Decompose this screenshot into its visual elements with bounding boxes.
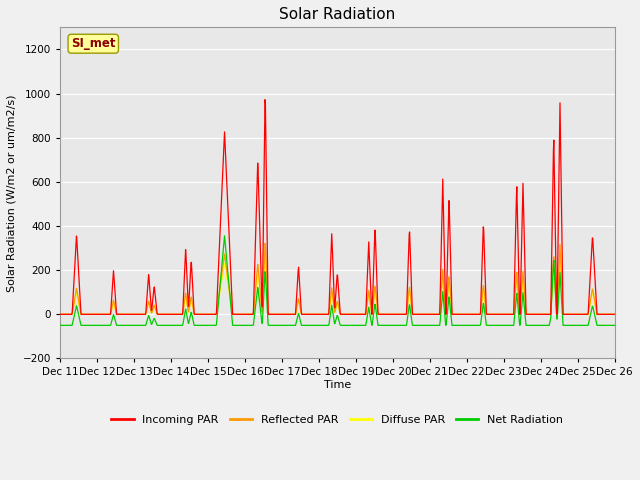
Net Radiation bbox=[56, 323, 64, 328]
Diffuse PAR bbox=[56, 312, 64, 317]
Diffuse PAR bbox=[497, 312, 504, 317]
Diffuse PAR bbox=[179, 308, 187, 313]
Reflected PAR bbox=[497, 312, 504, 317]
Incoming PAR bbox=[497, 312, 504, 317]
Incoming PAR bbox=[545, 312, 553, 317]
Net Radiation bbox=[497, 323, 504, 328]
Net Radiation bbox=[242, 323, 250, 328]
Reflected PAR bbox=[56, 312, 64, 317]
Title: Solar Radiation: Solar Radiation bbox=[279, 7, 396, 22]
Reflected PAR bbox=[166, 312, 173, 317]
Diffuse PAR bbox=[611, 312, 619, 317]
Diffuse PAR bbox=[241, 312, 249, 317]
Incoming PAR bbox=[424, 312, 431, 317]
Net Radiation bbox=[166, 323, 173, 328]
Net Radiation bbox=[221, 233, 228, 239]
Line: Diffuse PAR: Diffuse PAR bbox=[60, 254, 615, 314]
Net Radiation bbox=[179, 319, 187, 325]
Reflected PAR bbox=[611, 312, 619, 317]
Incoming PAR bbox=[179, 299, 187, 304]
Diffuse PAR bbox=[166, 312, 173, 317]
Net Radiation bbox=[611, 323, 619, 328]
Diffuse PAR bbox=[545, 312, 553, 317]
Line: Reflected PAR: Reflected PAR bbox=[60, 243, 615, 314]
Net Radiation bbox=[545, 323, 553, 328]
Reflected PAR bbox=[241, 312, 249, 317]
Reflected PAR bbox=[545, 312, 553, 317]
Legend: Incoming PAR, Reflected PAR, Diffuse PAR, Net Radiation: Incoming PAR, Reflected PAR, Diffuse PAR… bbox=[107, 410, 568, 429]
Incoming PAR bbox=[261, 97, 269, 103]
Incoming PAR bbox=[241, 312, 249, 317]
Reflected PAR bbox=[424, 312, 431, 317]
Line: Net Radiation: Net Radiation bbox=[60, 236, 615, 325]
Diffuse PAR bbox=[424, 312, 431, 317]
Text: SI_met: SI_met bbox=[71, 37, 115, 50]
Net Radiation bbox=[424, 323, 431, 328]
Reflected PAR bbox=[179, 307, 187, 313]
X-axis label: Time: Time bbox=[324, 380, 351, 390]
Incoming PAR bbox=[611, 312, 619, 317]
Incoming PAR bbox=[56, 312, 64, 317]
Incoming PAR bbox=[166, 312, 173, 317]
Y-axis label: Solar Radiation (W/m2 or um/m2/s): Solar Radiation (W/m2 or um/m2/s) bbox=[7, 94, 17, 292]
Diffuse PAR bbox=[261, 252, 269, 257]
Line: Incoming PAR: Incoming PAR bbox=[60, 100, 615, 314]
Reflected PAR bbox=[261, 240, 269, 246]
